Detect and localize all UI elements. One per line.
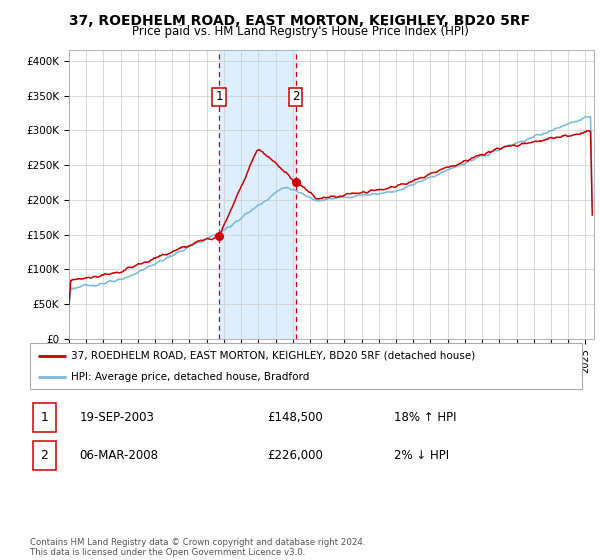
Text: £148,500: £148,500 [268,411,323,424]
Text: 37, ROEDHELM ROAD, EAST MORTON, KEIGHLEY, BD20 5RF (detached house): 37, ROEDHELM ROAD, EAST MORTON, KEIGHLEY… [71,351,476,361]
Text: HPI: Average price, detached house, Bradford: HPI: Average price, detached house, Brad… [71,372,310,382]
Text: 1: 1 [40,411,48,424]
Text: 37, ROEDHELM ROAD, EAST MORTON, KEIGHLEY, BD20 5RF: 37, ROEDHELM ROAD, EAST MORTON, KEIGHLEY… [70,14,530,28]
Text: 1: 1 [215,91,223,104]
FancyBboxPatch shape [33,441,56,470]
Text: Contains HM Land Registry data © Crown copyright and database right 2024.
This d: Contains HM Land Registry data © Crown c… [30,538,365,557]
Text: Price paid vs. HM Land Registry's House Price Index (HPI): Price paid vs. HM Land Registry's House … [131,25,469,38]
Bar [219,50,296,339]
Text: 19-SEP-2003: 19-SEP-2003 [80,411,155,424]
Text: 18% ↑ HPI: 18% ↑ HPI [394,411,457,424]
Text: 06-MAR-2008: 06-MAR-2008 [80,449,158,462]
Text: 2: 2 [292,91,299,104]
Text: 2: 2 [40,449,48,462]
FancyBboxPatch shape [33,403,56,432]
Text: £226,000: £226,000 [268,449,323,462]
Text: 2% ↓ HPI: 2% ↓ HPI [394,449,449,462]
FancyBboxPatch shape [30,343,582,389]
